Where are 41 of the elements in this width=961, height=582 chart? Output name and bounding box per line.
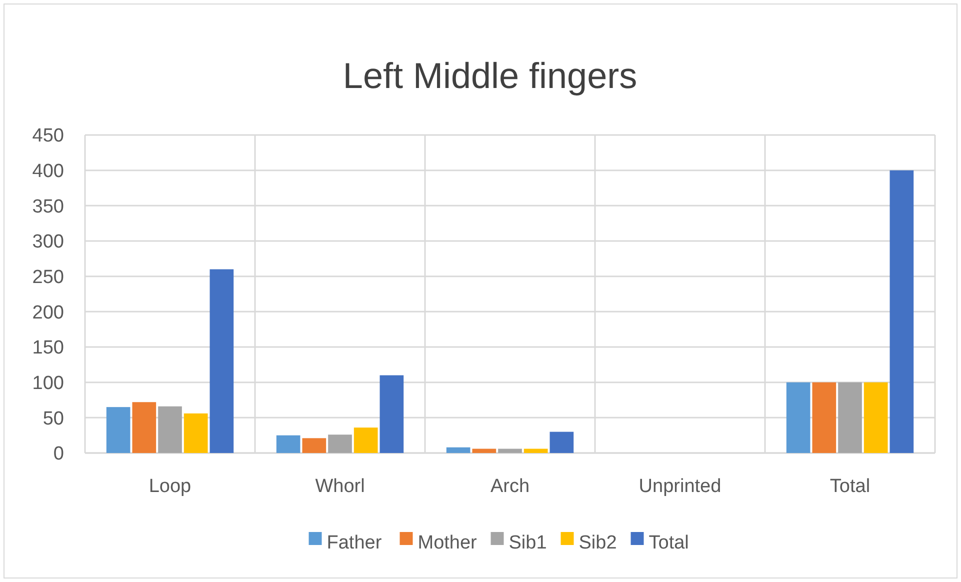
x-tick-label: Loop — [148, 476, 192, 497]
bar — [838, 382, 862, 453]
y-tick-label: 450 — [32, 126, 64, 147]
x-tick-label: Total — [830, 476, 870, 497]
bar — [302, 438, 326, 453]
bar — [158, 406, 182, 453]
bar — [446, 447, 470, 453]
y-tick-label: 250 — [32, 266, 64, 288]
legend-label: Mother — [418, 532, 478, 554]
y-tick-label: 300 — [32, 232, 64, 253]
bar — [276, 435, 300, 453]
bar — [890, 170, 914, 453]
y-tick-label: 100 — [32, 372, 64, 394]
y-tick-label: 50 — [42, 408, 64, 430]
chart-title: Left Middle fingers — [342, 55, 638, 96]
x-tick-label: Arch — [490, 476, 530, 497]
y-tick-label: 0 — [53, 444, 64, 465]
y-tick-label: 400 — [32, 160, 64, 182]
bar — [786, 382, 810, 453]
bar — [472, 448, 496, 453]
legend-label: Father — [326, 532, 382, 554]
x-tick-label: Unprinted — [638, 476, 722, 497]
bar — [812, 382, 836, 453]
legend-label: Sib1 — [508, 532, 547, 554]
bar — [106, 407, 130, 453]
bar — [328, 434, 352, 453]
bar — [210, 269, 234, 453]
bar — [864, 382, 888, 453]
bar — [380, 375, 404, 453]
bar — [550, 432, 574, 453]
bar — [132, 402, 156, 453]
bar — [524, 448, 548, 453]
y-tick-label: 350 — [32, 196, 64, 218]
x-tick-label: Whorl — [315, 476, 365, 497]
bar — [184, 413, 208, 453]
y-tick-label: 200 — [32, 302, 64, 324]
y-tick-label: 150 — [32, 338, 64, 359]
legend-label: Sib2 — [578, 532, 617, 554]
legend-label: Total — [648, 532, 689, 554]
bar — [354, 428, 378, 453]
bar — [498, 448, 522, 453]
